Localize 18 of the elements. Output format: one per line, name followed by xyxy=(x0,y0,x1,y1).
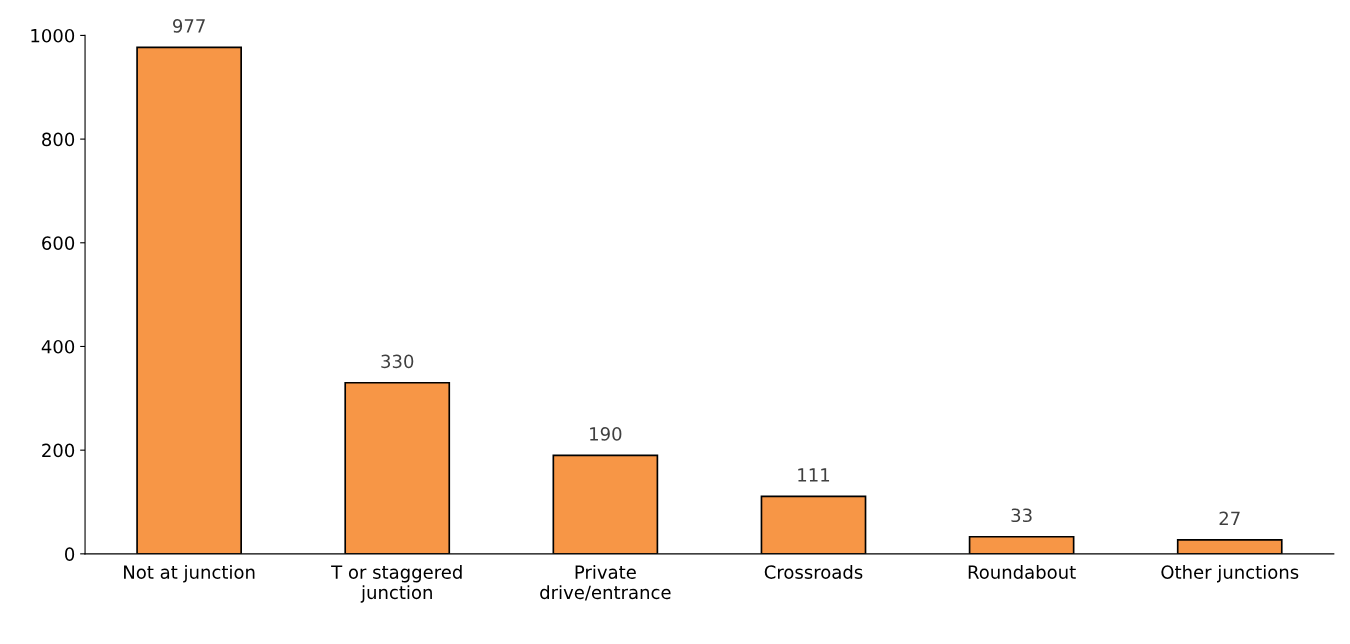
x-tick-label: Roundabout xyxy=(968,564,1076,579)
data-label: 33 xyxy=(1011,508,1032,523)
y-tick-label: 1000 xyxy=(31,28,75,43)
data-label: 190 xyxy=(590,427,622,441)
data-label: 111 xyxy=(798,468,830,482)
x-tick-label: Crossroads xyxy=(764,564,863,579)
y-tick-label: 200 xyxy=(42,443,75,458)
x-tick-label: Private drive/entrance xyxy=(540,564,671,601)
data-label: 977 xyxy=(173,19,205,33)
y-tick-label: 0 xyxy=(65,547,75,561)
data-label: 330 xyxy=(381,354,414,369)
x-tick-label: Not at junction xyxy=(124,564,255,583)
y-tick-label: 400 xyxy=(41,339,75,354)
y-tick-label: 800 xyxy=(42,132,75,147)
data-label: 27 xyxy=(1219,511,1240,525)
x-tick-label: T or staggered junction xyxy=(331,564,462,603)
x-tick-label: Other junctions xyxy=(1161,564,1299,583)
y-tick-label: 600 xyxy=(42,236,75,250)
